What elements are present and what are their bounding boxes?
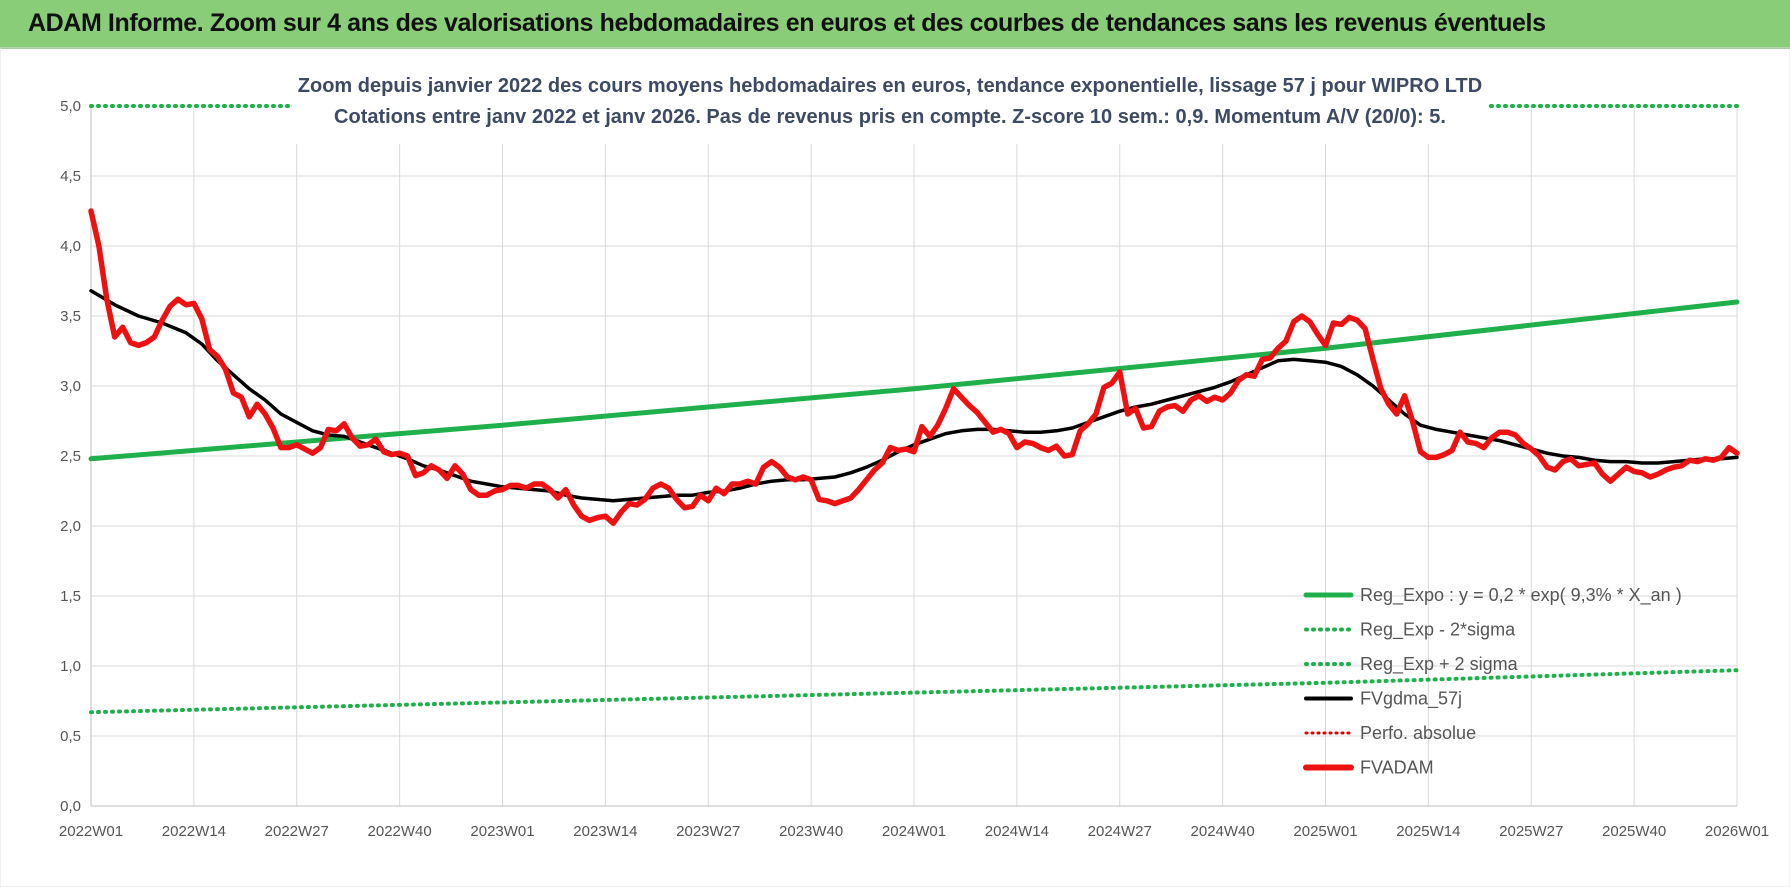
- x-tick-label: 2023W27: [676, 823, 740, 840]
- x-tick-label: 2025W14: [1396, 823, 1460, 840]
- x-tick-label: 2025W40: [1602, 823, 1666, 840]
- grid-lines: [90, 105, 1738, 807]
- x-tick-label: 2025W01: [1293, 823, 1357, 840]
- y-tick-label: 0,5: [60, 728, 81, 745]
- axes: 0,0 0,5 1,0 1,5 2,0 2,5 3,0 3,5 4,0 4,5 5,0 2022W01…: [59, 98, 1769, 840]
- x-tick-label: 2023W14: [573, 823, 637, 840]
- legend-label: Perfo. absolue: [1360, 723, 1476, 743]
- chart-title-line: Zoom depuis janvier 2022 des cours moyen…: [298, 75, 1482, 97]
- x-tick-label: 2024W40: [1191, 823, 1255, 840]
- chart-title-line: Cotations entre janv 2022 et janv 2026. …: [334, 106, 1446, 128]
- x-tick-label: 2022W14: [162, 823, 226, 840]
- x-tick-label: 2022W27: [265, 823, 329, 840]
- x-tick-label: 2026W01: [1705, 823, 1769, 840]
- y-tick-label: 3,0: [60, 378, 81, 395]
- legend-label: Reg_Exp - 2*sigma: [1360, 620, 1516, 641]
- chart-frame: [0, 47, 1790, 887]
- y-tick-label: 0,0: [60, 798, 81, 815]
- x-tick-label: 2022W01: [59, 823, 123, 840]
- fvadam-line: [88, 208, 1740, 526]
- y-tick-label: 1,5: [60, 588, 81, 605]
- reg-exp-minus-2sigma-line: [89, 668, 1739, 715]
- y-tick-label: 1,0: [60, 658, 81, 675]
- legend-label: Reg_Expo : y = 0,2 * exp( 9,3% * X_an ): [1360, 585, 1682, 606]
- y-tick-label: 2,5: [60, 448, 81, 465]
- legend-label: FVgdma_57j: [1360, 689, 1462, 710]
- series-lines: [88, 208, 1740, 526]
- page-title: ADAM Informe. Zoom sur 4 ans des valoris…: [28, 9, 1546, 37]
- legend-label: FVADAM: [1360, 758, 1434, 778]
- x-tick-label: 2023W01: [470, 823, 534, 840]
- x-tick-label: 2023W40: [779, 823, 843, 840]
- x-tick-label: 2022W40: [368, 823, 432, 840]
- chart-title-background: [292, 66, 1488, 144]
- y-tick-label: 4,0: [60, 238, 81, 255]
- chart-title: Zoom depuis janvier 2022 des cours moyen…: [292, 66, 1488, 144]
- legend-label: Reg_Exp + 2 sigma: [1360, 654, 1519, 675]
- x-tick-label: 2024W14: [985, 823, 1049, 840]
- y-tick-label: 2,0: [60, 518, 81, 535]
- y-tick-label: 3,5: [60, 308, 81, 325]
- legend: Reg_Expo : y = 0,2 * exp( 9,3% * X_an ) R…: [1303, 585, 1682, 778]
- y-tick-label: 5,0: [60, 98, 81, 115]
- x-tick-label: 2024W27: [1088, 823, 1152, 840]
- reg-expo-line: [88, 299, 1740, 462]
- y-tick-label: 4,5: [60, 168, 81, 185]
- x-tick-label: 2025W27: [1499, 823, 1563, 840]
- header-banner: ADAM Informe. Zoom sur 4 ans des valoris…: [0, 0, 1790, 49]
- x-tick-label: 2024W01: [882, 823, 946, 840]
